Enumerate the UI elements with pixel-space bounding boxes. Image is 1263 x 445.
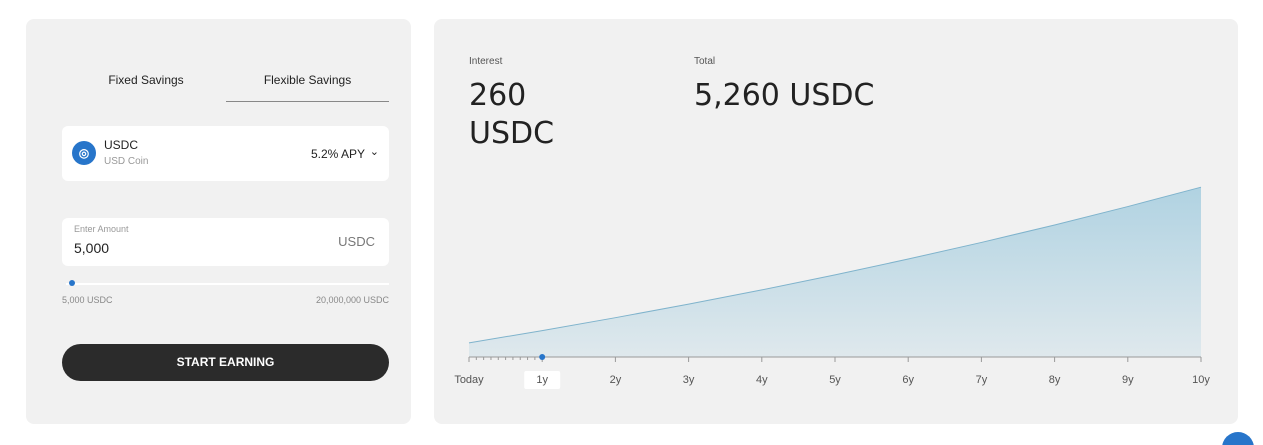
amount-input[interactable]: Enter Amount 5,000 USDC: [62, 218, 389, 266]
selected-dot: [539, 354, 546, 360]
asset-icon: ◎: [72, 141, 96, 165]
interest-label: Interest: [469, 56, 503, 67]
asset-select[interactable]: ◎ USDC USD Coin 5.2% APY ⌄: [62, 126, 389, 181]
amount-label: Enter Amount: [74, 224, 129, 234]
area-fill: [469, 187, 1201, 357]
x-tick-label: 9y: [1122, 374, 1134, 386]
apy: 5.2% APY: [310, 147, 365, 161]
slider-thumb[interactable]: [69, 280, 75, 286]
x-tick-label: 10y: [1192, 374, 1210, 386]
x-tick-label: 8y: [1049, 374, 1061, 386]
x-tick-label: 2y: [610, 374, 622, 386]
chevron: ⌄: [369, 146, 379, 158]
selected-box: [524, 371, 561, 389]
amount-value: 5,000: [74, 240, 110, 256]
start-button[interactable]: START EARNING: [62, 344, 389, 381]
x-tick-label: 6y: [902, 374, 914, 386]
x-tick-label: 7y: [976, 374, 988, 386]
interest-value: 260 USDC: [469, 78, 555, 151]
total-value: 5,260 USDC: [694, 78, 875, 113]
help-button[interactable]: [1222, 432, 1254, 445]
x-tick-label: 3y: [683, 374, 695, 386]
calculator-panel: Fixed Savings Flexible Savings ◎ USDC US…: [26, 19, 411, 424]
total-label: Total: [694, 56, 716, 67]
amount-unit: USDC: [338, 234, 375, 249]
asset-name: USD Coin: [104, 156, 149, 167]
x-tick-label: 5y: [829, 374, 841, 386]
slider-max: 20,000,000 USDC: [315, 295, 389, 305]
tab[interactable]: Fixed Savings: [108, 73, 184, 87]
slider-track[interactable]: [66, 283, 389, 285]
tab-active[interactable]: Flexible Savings: [226, 73, 389, 102]
area-line: [468, 186, 1202, 344]
x-tick-label: Today: [454, 374, 484, 386]
x-tick-label: 4y: [756, 374, 768, 386]
asset-symbol: USDC: [104, 138, 139, 152]
x-tick-label: 1y: [536, 374, 548, 386]
slider-min: 5,000 USDC: [62, 295, 113, 305]
